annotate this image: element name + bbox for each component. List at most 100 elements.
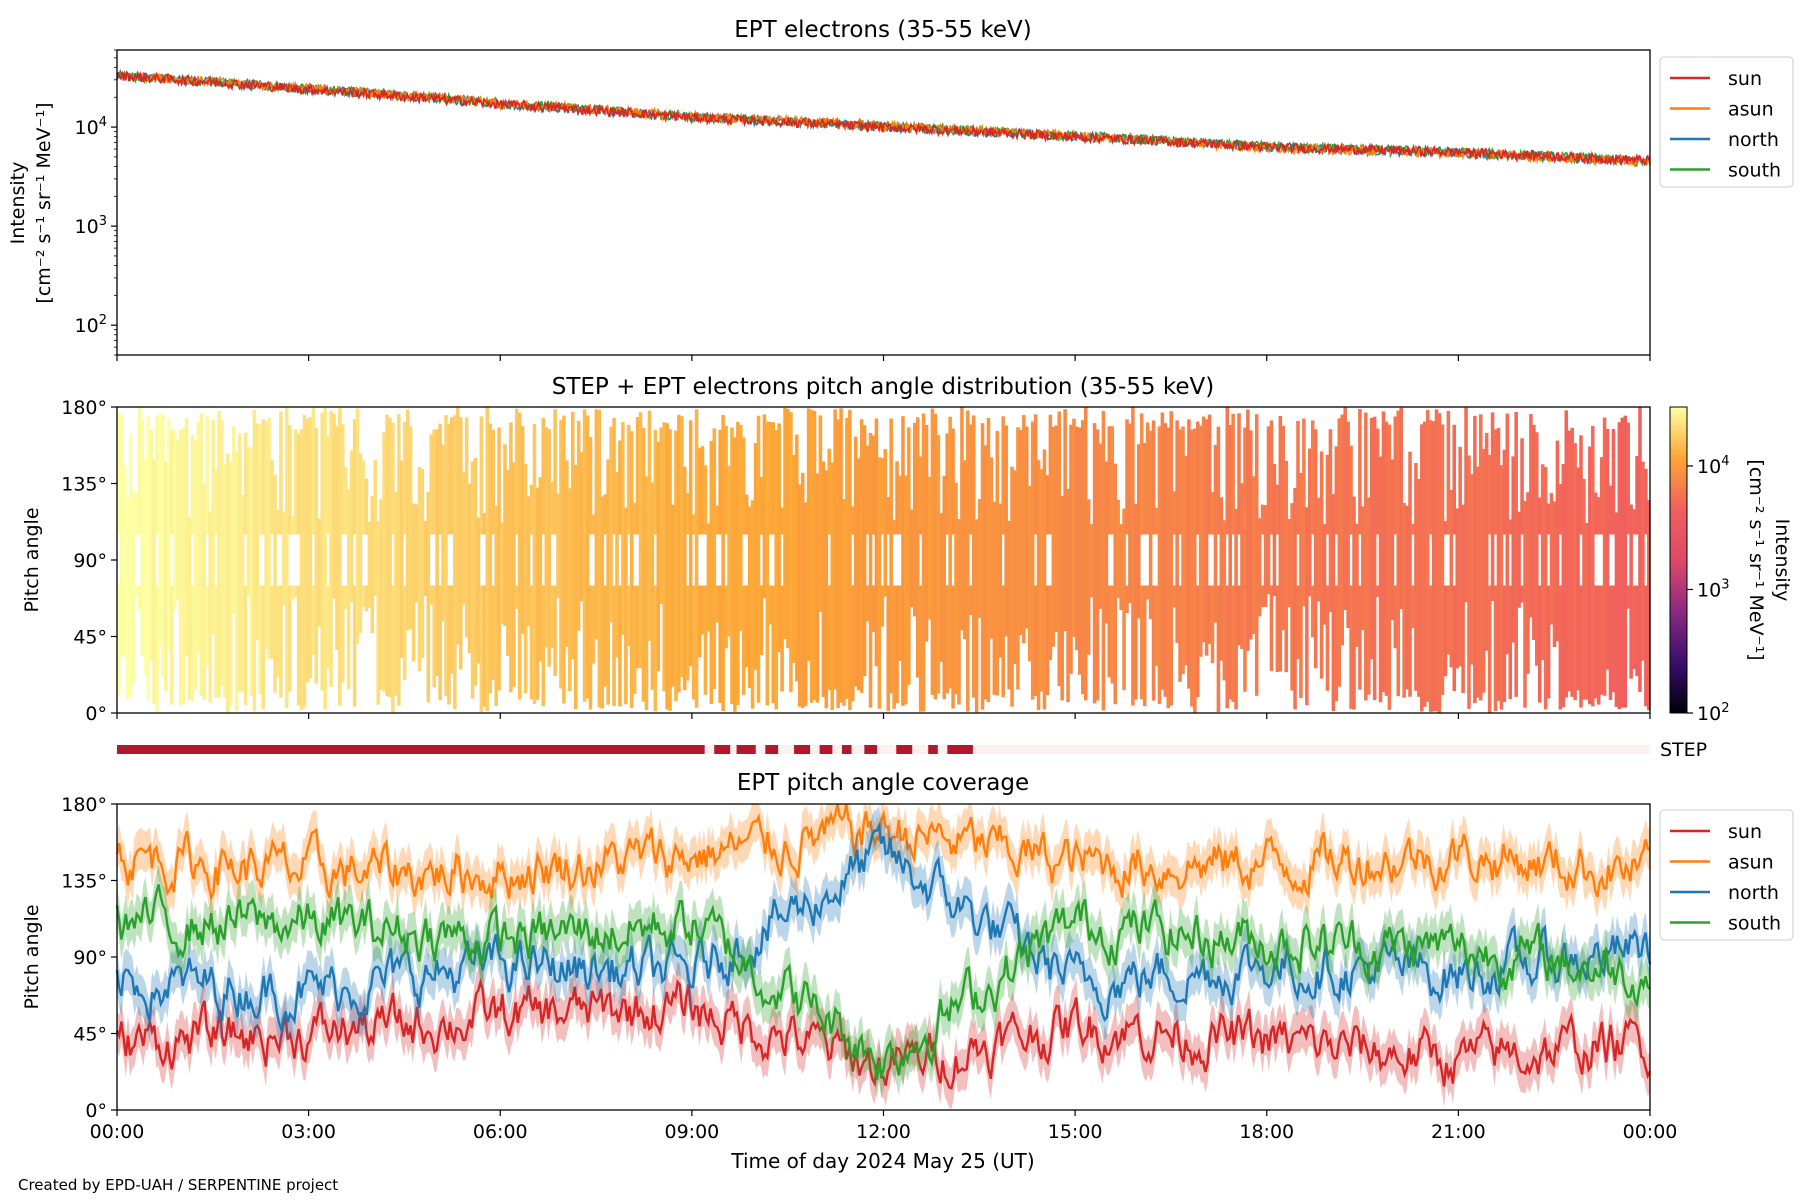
pad-heatmap-cell (1260, 504, 1265, 535)
pad-heatmap-cell (1216, 426, 1221, 535)
pad-heatmap-cell (320, 412, 324, 691)
pad-heatmap-cell (724, 425, 728, 535)
pad-heatmap-cell (1178, 585, 1182, 682)
pad-heatmap-cell (582, 409, 587, 702)
pad-heatmap-cell (1405, 505, 1409, 690)
pad-heatmap-cell (674, 430, 678, 702)
pad-heatmap-cell (1440, 424, 1445, 695)
pad-heatmap-cell (957, 519, 961, 705)
pad-heatmap-cell (968, 585, 973, 616)
pad-heatmap-cell (656, 441, 661, 672)
pad-heatmap-cell (170, 585, 174, 705)
pad-heatmap-cell (694, 409, 699, 708)
pad-heatmap-cell (1561, 463, 1566, 708)
coverage-xtick-label: 06:00 (473, 1121, 528, 1143)
pad-heatmap-cell (532, 424, 537, 704)
pad-heatmap-cell (1626, 422, 1630, 535)
pad-heatmap-cell (1325, 585, 1330, 691)
pad-heatmap-cell (146, 415, 151, 700)
pad-heatmap-cell (341, 424, 345, 535)
pad-heatmap-cell (971, 415, 976, 698)
pad-heatmap-cell (644, 476, 649, 711)
pad-heatmap-cell (361, 460, 366, 535)
pad-heatmap-cell (1181, 426, 1185, 675)
pad-heatmap-cell (1030, 421, 1035, 700)
pad-heatmap-cell (1275, 484, 1280, 535)
pad-yticks: 0° 45° 90° 135° 180° (61, 397, 117, 725)
pad-heatmap-cell (989, 457, 994, 639)
pad-heatmap-cell (986, 417, 991, 703)
pad-heatmap-cell (258, 585, 263, 695)
pad-heatmap-cell (1493, 585, 1498, 711)
pad-heatmap-cell (541, 417, 546, 535)
pad-heatmap-cell (1231, 585, 1235, 702)
pad-heatmap-cell (1464, 407, 1468, 603)
pad-heatmap-cell (526, 496, 531, 627)
pad-heatmap-cell (591, 585, 596, 664)
pad-heatmap-cell (1411, 523, 1415, 535)
pad-heatmap-cell (603, 494, 607, 535)
pad-heatmap-cell (181, 428, 186, 704)
pad-heatmap-cell (1048, 414, 1053, 535)
pad-heatmap-cell (733, 437, 737, 712)
pad-heatmap-cell (137, 407, 142, 535)
pad-heatmap-cell (1620, 417, 1625, 708)
pad-heatmap-cell (892, 585, 896, 709)
pad-heatmap-cell (402, 421, 407, 535)
pad-heatmap-cell (1334, 446, 1339, 535)
pad-heatmap-cell (1022, 414, 1026, 644)
pad-heatmap-cell (1417, 478, 1421, 697)
pad-heatmap-cell (1546, 585, 1551, 699)
pad-heatmap-cell (1198, 425, 1203, 657)
pad-heatmap-cell (845, 417, 849, 699)
intensity-line-sun (116, 70, 1651, 167)
pad-heatmap-cell (1508, 519, 1513, 535)
pad-heatmap-cell (1526, 492, 1530, 674)
pad-heatmap-cell (1296, 420, 1300, 535)
pad-heatmap-cell (898, 475, 902, 535)
pad-heatmap-cell (196, 421, 201, 653)
pad-heatmap-cell (768, 421, 773, 535)
pad-heatmap-cell (290, 516, 295, 535)
pad-heatmap-cell (1184, 456, 1188, 666)
pad-heatmap-cell (1635, 585, 1639, 676)
pad-heatmap-cell (529, 484, 534, 535)
pad-heatmap-cell (158, 414, 162, 646)
pad-heatmap-cell (895, 461, 899, 535)
pad-heatmap-cell (1175, 420, 1179, 643)
pad-heatmap-cell (647, 410, 652, 641)
pad-heatmap-cell (848, 409, 852, 711)
pad-heatmap-cell (851, 585, 855, 702)
pad-heatmap-cell (1349, 585, 1353, 709)
pad-heatmap-cell (1599, 585, 1604, 695)
pad-heatmap-cell (529, 585, 534, 700)
pad-heatmap-cell (1051, 426, 1056, 647)
pad-heatmap-cell (438, 585, 442, 701)
coverage-xtick-label: 21:00 (1431, 1121, 1486, 1143)
panel-coverage: EPT pitch angle coverage 0° 45° 90° 135° 180… (21, 770, 1794, 1173)
pad-heatmap-cell (1470, 474, 1474, 665)
pad-heatmap-cell (173, 429, 177, 610)
step-segment (841, 745, 852, 754)
pad-heatmap-cell (1546, 503, 1551, 535)
pad-heatmap-cell (214, 469, 218, 535)
pad-heatmap-cell (559, 419, 563, 689)
pad-heatmap-cell (273, 474, 277, 693)
pad-heatmap-cell (1520, 585, 1524, 603)
pad-heatmap-cell (193, 439, 198, 690)
pad-heatmap-cell (921, 413, 926, 712)
pad-heatmap-cell (1160, 412, 1165, 690)
pad-heatmap-cell (632, 585, 637, 694)
pad-heatmap-cell (1033, 414, 1038, 535)
pad-heatmap-cell (659, 427, 663, 605)
intensity-series-group (116, 68, 1651, 168)
intensity-ytick-label: 103 (75, 214, 107, 238)
pad-heatmap-cell (447, 424, 451, 535)
pad-heatmap-cell (184, 418, 189, 657)
coverage-line-sun (115, 977, 1652, 1090)
pad-heatmap-cell (1231, 413, 1235, 535)
pad-heatmap-cell (122, 465, 127, 658)
pad-heatmap-cell (842, 499, 846, 706)
pad-heatmap-cell (391, 585, 395, 713)
